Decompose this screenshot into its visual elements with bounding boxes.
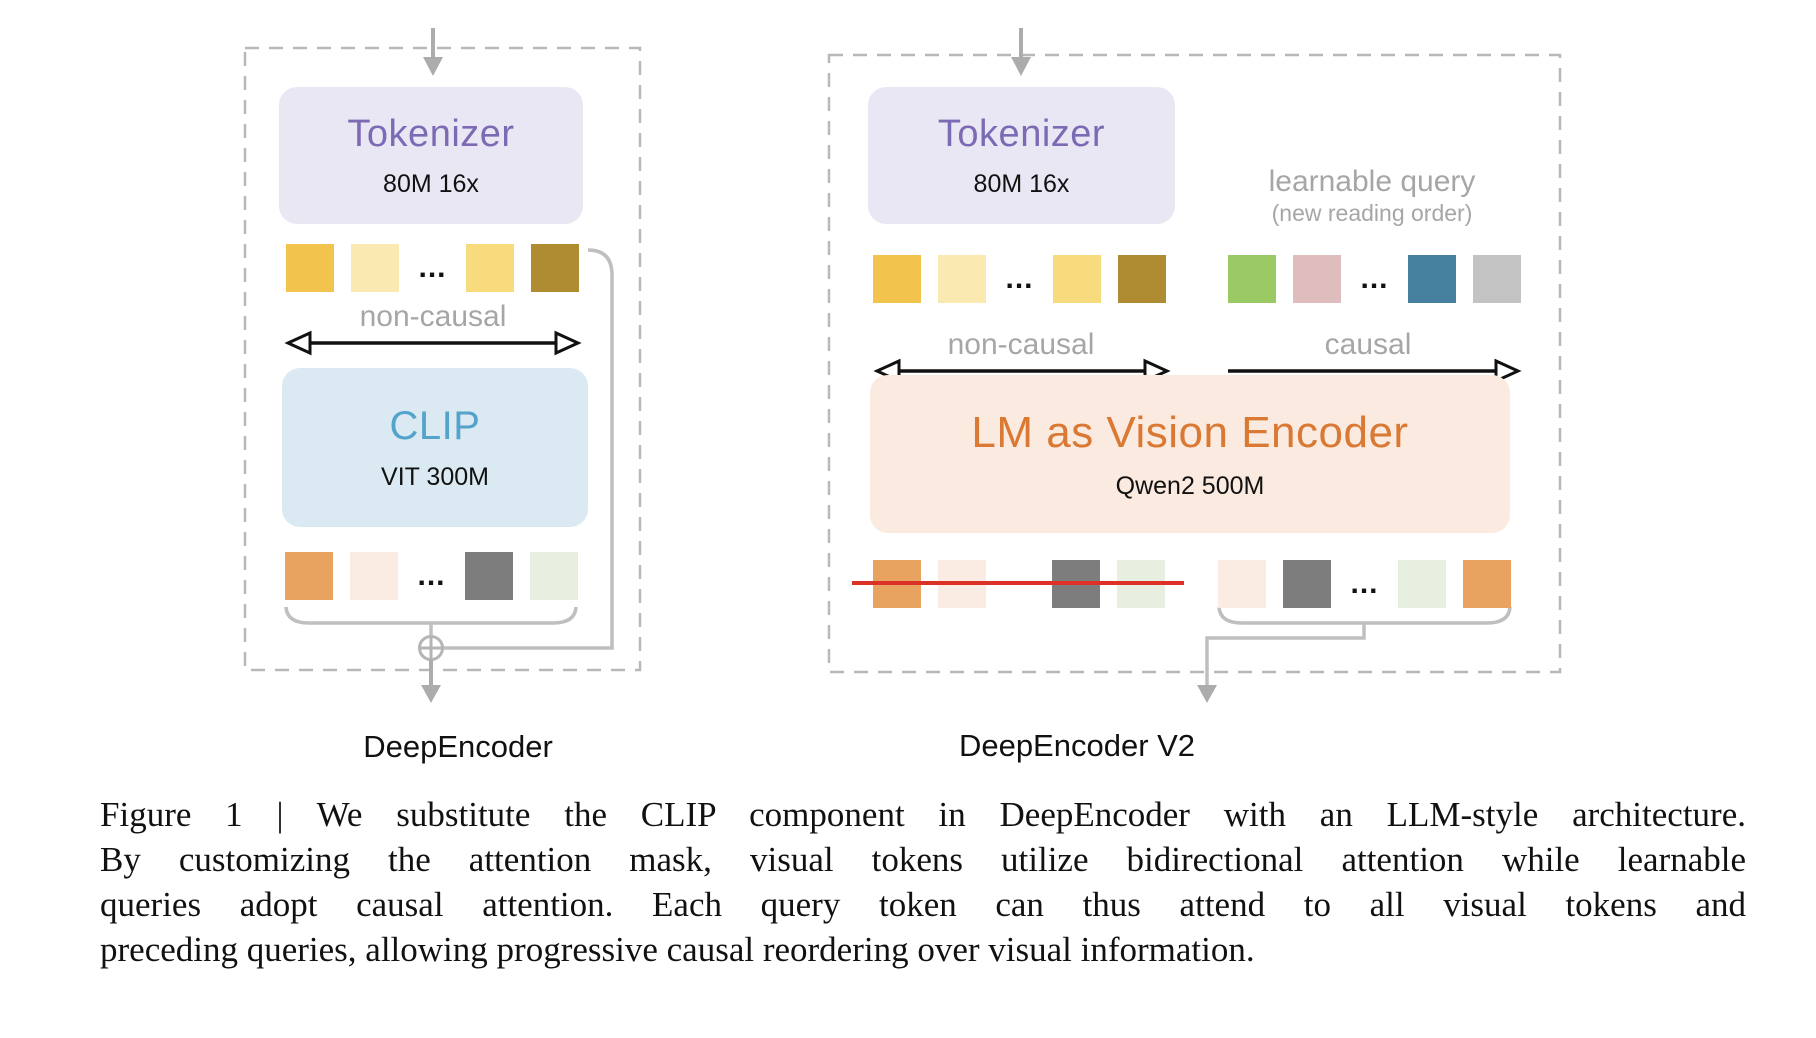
deepencoder-label: DeepEncoder bbox=[363, 729, 553, 764]
right-output-route bbox=[1205, 623, 1366, 688]
clip-box: CLIP VIT 300M bbox=[282, 368, 588, 527]
left-output-token-strip: ... bbox=[285, 552, 578, 600]
token bbox=[465, 552, 513, 600]
left-noncausal-arrow bbox=[284, 330, 582, 356]
caption-line: Figure 1 | We substitute the CLIP compon… bbox=[100, 795, 1746, 834]
token bbox=[466, 244, 514, 292]
right-output-brace bbox=[1217, 606, 1512, 625]
lm-encoder-subtitle: Qwen2 500M bbox=[1115, 471, 1265, 500]
clip-subtitle: VIT 300M bbox=[381, 462, 489, 491]
lm-encoder-title: LM as Vision Encoder bbox=[971, 407, 1409, 457]
right-output-arrowhead bbox=[1197, 685, 1217, 703]
token bbox=[1408, 255, 1456, 303]
learnable-query-sublabel: (new reading order) bbox=[1271, 200, 1473, 226]
learnable-query-label: learnable query bbox=[1268, 165, 1476, 198]
right-tokenizer-box: Tokenizer 80M 16x bbox=[868, 87, 1175, 224]
left-tokenizer-title: Tokenizer bbox=[347, 112, 515, 155]
deepencoder-v2-dashed-border bbox=[827, 53, 1562, 674]
ellipsis: ... bbox=[1005, 262, 1034, 295]
token bbox=[1228, 255, 1276, 303]
token bbox=[285, 552, 333, 600]
sum-plus-icon bbox=[418, 635, 444, 661]
causal-label: causal bbox=[1324, 328, 1412, 361]
token bbox=[1118, 255, 1166, 303]
token bbox=[1473, 255, 1521, 303]
left-input-arrow bbox=[423, 28, 443, 76]
token bbox=[286, 244, 334, 292]
left-tokenizer-subtitle: 80M 16x bbox=[383, 169, 479, 198]
left-output-brace bbox=[284, 606, 578, 625]
causal-arrow bbox=[1228, 358, 1522, 384]
ellipsis: ... bbox=[1360, 262, 1389, 295]
figure-caption: Figure 1 | We substitute the CLIP compon… bbox=[100, 792, 1746, 972]
deepencoder-dashed-border bbox=[243, 46, 642, 672]
right-tokenizer-title: Tokenizer bbox=[937, 112, 1106, 155]
left-output-arrow bbox=[421, 660, 441, 703]
token bbox=[1053, 255, 1101, 303]
caption-line: By customizing the attention mask, visua… bbox=[100, 840, 1746, 879]
token bbox=[1463, 560, 1511, 608]
right-input-arrow bbox=[1011, 28, 1031, 76]
token bbox=[1293, 255, 1341, 303]
ellipsis: ... bbox=[417, 559, 446, 592]
skip-connection-line bbox=[442, 248, 614, 650]
strikethrough-line bbox=[852, 581, 1184, 585]
token bbox=[1218, 560, 1266, 608]
lm-encoder-box: LM as Vision Encoder Qwen2 500M bbox=[870, 375, 1510, 533]
token bbox=[530, 552, 578, 600]
token bbox=[1283, 560, 1331, 608]
caption-line: queries adopt causal attention. Each que… bbox=[100, 885, 1746, 924]
token bbox=[350, 552, 398, 600]
reordered-token-strip: ... bbox=[1218, 560, 1511, 608]
token bbox=[938, 255, 986, 303]
caption-line: preceding queries, allowing progressive … bbox=[100, 930, 1255, 969]
token bbox=[351, 244, 399, 292]
right-tokenizer-subtitle: 80M 16x bbox=[973, 169, 1070, 198]
left-noncausal-label: non-causal bbox=[359, 300, 507, 333]
token bbox=[1398, 560, 1446, 608]
deepencoder-v2-label: DeepEncoder V2 bbox=[958, 728, 1196, 763]
ellipsis: ... bbox=[418, 251, 447, 284]
right-noncausal-label: non-causal bbox=[947, 328, 1095, 361]
ellipsis: ... bbox=[1350, 567, 1379, 600]
right-input-token-strip: ... bbox=[873, 255, 1166, 303]
token bbox=[531, 244, 579, 292]
clip-title: CLIP bbox=[389, 403, 481, 448]
left-input-token-strip: ... bbox=[286, 244, 579, 292]
query-token-strip: ... bbox=[1228, 255, 1521, 303]
left-tokenizer-box: Tokenizer 80M 16x bbox=[279, 87, 583, 224]
token bbox=[873, 255, 921, 303]
